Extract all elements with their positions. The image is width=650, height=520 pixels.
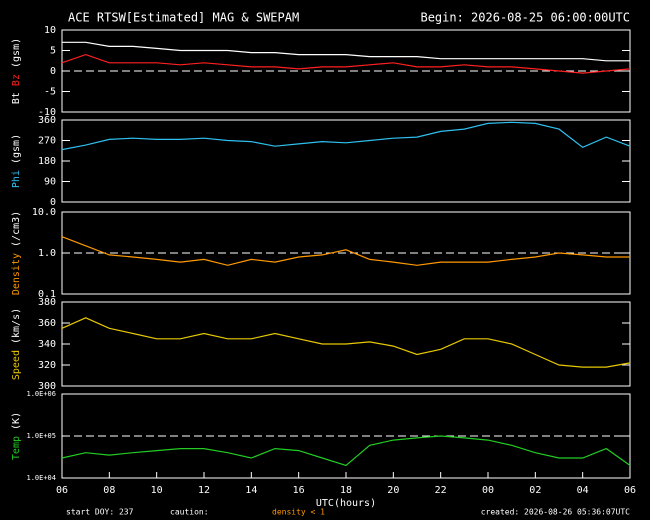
footer-start: start DOY: 237	[66, 508, 134, 517]
x-tick-label: 18	[340, 485, 352, 496]
y-axis-label: Speed (km/s)	[11, 308, 22, 380]
legend-entry: Density	[11, 253, 22, 295]
footer-note: density < 1	[272, 508, 325, 517]
data-line	[61, 53, 631, 74]
y-tick-label: 10.0	[32, 207, 56, 218]
x-tick-label: 10	[151, 485, 163, 496]
y-tick-label: 360	[38, 318, 56, 329]
x-tick-label: 16	[293, 485, 305, 496]
x-tick-label: 08	[103, 485, 115, 496]
y-tick-label: 5	[50, 46, 56, 57]
y-tick-label: 300	[38, 381, 56, 392]
y-tick-label: 320	[38, 360, 56, 371]
x-tick-label: 12	[198, 485, 210, 496]
data-line	[61, 435, 631, 467]
x-tick-label: 00	[482, 485, 494, 496]
x-tick-label: 06	[624, 485, 636, 496]
y-tick-label: -5	[44, 87, 56, 98]
footer-caution: caution:	[170, 508, 209, 517]
begin-time: Begin: 2026-08-25 06:00:00UTC	[420, 11, 630, 25]
x-tick-label: 06	[56, 485, 68, 496]
y-tick-label: 180	[38, 156, 56, 167]
legend-entry: Temp	[11, 436, 22, 460]
data-line	[61, 121, 631, 151]
x-axis-label: UTC(hours)	[316, 498, 376, 509]
chart-title: ACE RTSW[Estimated] MAG & SWEPAM	[68, 11, 299, 25]
y-tick-label: 270	[38, 136, 56, 147]
y-tick-label: 340	[38, 339, 56, 350]
y-tick-label: 1.0E+04	[26, 474, 56, 482]
y-axis-unit: (km/s)	[11, 308, 22, 344]
legend-entry: Phi	[11, 170, 22, 188]
y-tick-label: 0	[50, 197, 56, 208]
y-tick-label: 0	[50, 66, 56, 77]
x-tick-label: 22	[435, 485, 447, 496]
y-axis-unit: (/cm3)	[11, 211, 22, 247]
y-axis-label: Bt Bz (gsm)	[11, 38, 22, 104]
y-axis-unit: (K)	[11, 412, 22, 430]
y-axis-unit: (gsm)	[11, 134, 22, 164]
y-tick-label: 1.0E+06	[26, 390, 56, 398]
legend-entry: Speed	[11, 350, 22, 380]
x-tick-label: 20	[387, 485, 399, 496]
x-tick-label: 14	[245, 485, 257, 496]
y-tick-label: 360	[38, 115, 56, 126]
y-tick-label: 1.0	[38, 248, 56, 259]
y-axis-label: Density (/cm3)	[11, 211, 22, 295]
y-axis-label: Temp (K)	[11, 412, 22, 460]
data-line	[61, 236, 630, 266]
panel-frame	[61, 119, 631, 203]
y-axis-label: Phi (gsm)	[11, 134, 22, 188]
y-tick-label: 0.1	[38, 289, 56, 300]
y-tick-label: 380	[38, 297, 56, 308]
y-tick-label: 10	[44, 25, 56, 36]
y-tick-label: 1.0E+05	[26, 432, 56, 440]
legend-entry: Bt	[11, 92, 22, 104]
data-line	[62, 41, 630, 62]
footer-created: created: 2026-08-26 05:36:07UTC	[481, 508, 630, 517]
x-tick-label: 04	[577, 485, 589, 496]
y-tick-label: 90	[44, 177, 56, 188]
y-axis-unit: (gsm)	[11, 38, 22, 68]
x-tick-label: 02	[529, 485, 541, 496]
legend-entry: Bz	[11, 74, 22, 86]
y-tick-label: -10	[38, 107, 56, 118]
data-line	[61, 317, 631, 368]
